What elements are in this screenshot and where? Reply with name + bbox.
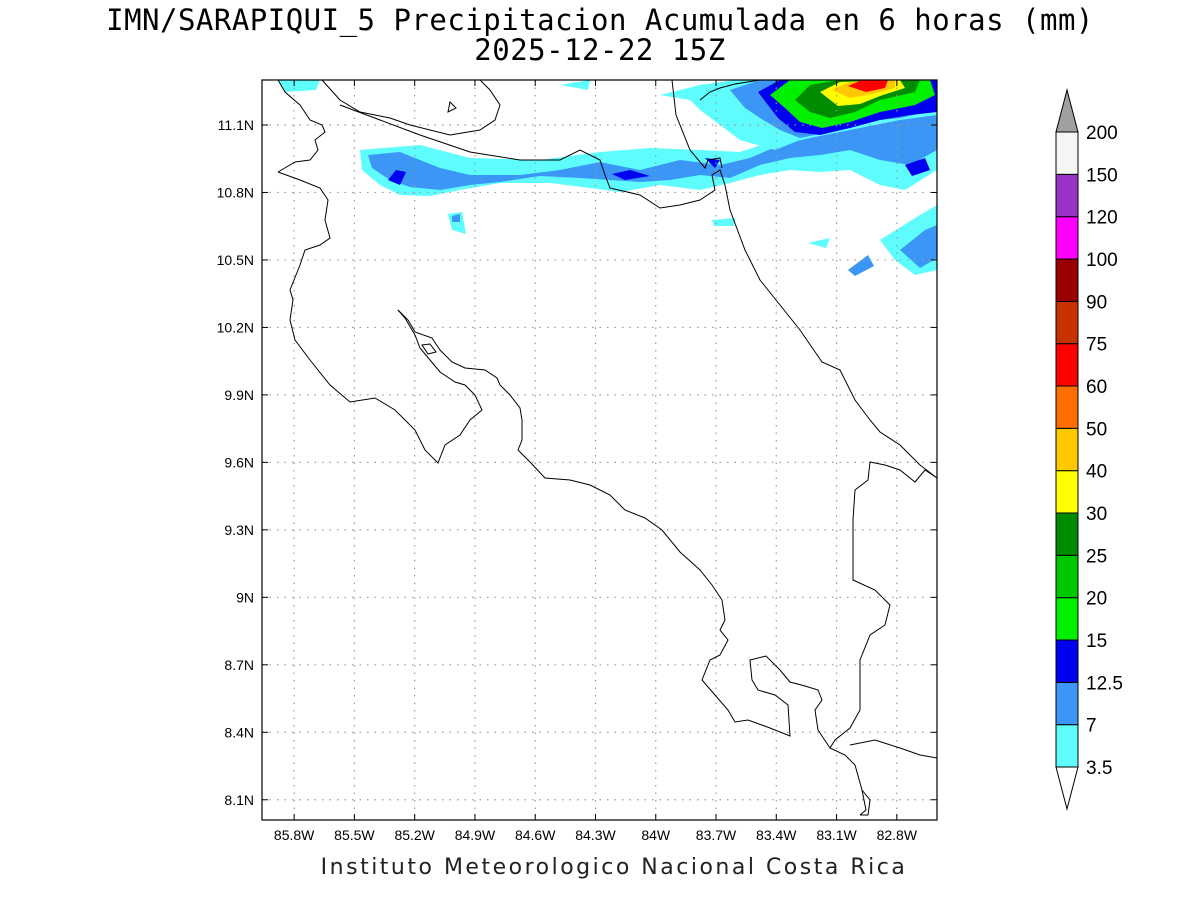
colorbar-label: 200 xyxy=(1086,123,1118,144)
colorbar-label: 40 xyxy=(1086,462,1107,483)
border-nicaragua xyxy=(339,104,938,479)
colorbar-segment xyxy=(1055,300,1079,345)
colorbar-segment xyxy=(1055,216,1079,260)
colorbar-segment xyxy=(1055,681,1079,726)
lat-label: 10.2N xyxy=(217,319,254,335)
colorbar-segment xyxy=(1055,639,1079,683)
precip-blue-cell xyxy=(388,170,406,185)
colorbar-max-arrow xyxy=(1055,88,1079,133)
colorbar-label: 12.5 xyxy=(1086,673,1123,694)
lon-label: 85.5W xyxy=(334,827,375,843)
lon-label: 84W xyxy=(641,827,671,843)
coastline-osa-tip xyxy=(860,789,871,816)
colorbar-label: 120 xyxy=(1086,208,1118,229)
footer-credit: Instituto Meteorologico Nacional Costa R… xyxy=(320,855,908,880)
precip-cyan-band xyxy=(360,106,937,196)
lon-label: 84.9W xyxy=(455,827,496,843)
precip-lightblue-band xyxy=(368,115,937,190)
lon-label: 82.8W xyxy=(877,827,918,843)
coastline-nicoya xyxy=(277,171,483,464)
lat-label: 8.7N xyxy=(224,657,254,673)
precip-small-spot xyxy=(560,80,590,90)
colorbar-label: 3.5 xyxy=(1086,758,1112,779)
map-grid xyxy=(262,80,937,820)
longitude-labels: 85.8W 85.5W 85.2W 84.9W 84.6W 84.3W 84W 83.7W 83… xyxy=(274,827,918,843)
colorbar-label: 60 xyxy=(1086,377,1107,398)
precip-east-edge-blue xyxy=(900,225,937,268)
precip-blue-cell xyxy=(612,170,650,180)
lat-label: 8.4N xyxy=(224,724,254,740)
lat-label: 9N xyxy=(236,589,254,605)
colorbar-label: 15 xyxy=(1086,631,1107,652)
colorbar-segment xyxy=(1055,427,1079,472)
coastline-lake-nicaragua xyxy=(321,79,501,136)
precip-blue-cell xyxy=(705,158,720,168)
border-coast-north xyxy=(699,79,761,101)
precip-small-spot xyxy=(712,218,735,226)
lon-label: 84.6W xyxy=(515,827,556,843)
lon-label: 83.4W xyxy=(756,827,797,843)
colorbar-segment xyxy=(1055,512,1079,556)
colorbar-label: 30 xyxy=(1086,504,1107,525)
precip-east-spot xyxy=(848,255,874,276)
chart-datetime: 2025-12-22 15Z xyxy=(474,33,726,67)
precip-northeast-red xyxy=(848,80,888,92)
lat-label: 9.6N xyxy=(224,454,254,470)
colorbar-label: 50 xyxy=(1086,419,1107,440)
latitude-labels: 11.1N 10.8N 10.5N 10.2N 9.9N 9.6N 9.3N 9N 8.7N 8.… xyxy=(217,117,254,808)
colorbar-segment xyxy=(1055,343,1079,387)
lat-label: 11.1N xyxy=(218,117,254,133)
map-frame xyxy=(261,79,938,821)
colorbar-min-arrow xyxy=(1055,766,1079,811)
colorbar-label: 100 xyxy=(1086,250,1118,271)
colorbar-label: 90 xyxy=(1086,292,1107,313)
lat-label: 9.9N xyxy=(224,387,254,403)
lat-label: 8.1N xyxy=(224,792,254,808)
precip-small-spot xyxy=(278,80,320,92)
precip-east-spot xyxy=(808,238,830,248)
chart-title: IMN/SARAPIQUI_5 Precipitacion Acumulada … xyxy=(106,3,1094,37)
border-east xyxy=(671,79,723,169)
lon-label: 85.2W xyxy=(394,827,435,843)
coastlines xyxy=(277,79,938,816)
colorbar-segment xyxy=(1055,385,1079,429)
colorbar: 3.5 7 12.5 15 20 25 30 40 50 60 75 90 100 120 150 200 xyxy=(1055,88,1123,811)
colorbar-label: 150 xyxy=(1086,165,1118,186)
colorbar-segment xyxy=(1055,597,1079,641)
colorbar-label: 75 xyxy=(1086,335,1107,356)
lon-label: 83.1W xyxy=(816,827,857,843)
colorbar-label: 20 xyxy=(1086,589,1107,610)
island xyxy=(421,343,437,355)
colorbar-segment xyxy=(1055,554,1079,599)
precip-small-spot xyxy=(452,214,460,222)
colorbar-segment xyxy=(1055,131,1079,175)
lon-label: 84.3W xyxy=(575,827,616,843)
coastline-gulf xyxy=(397,309,867,816)
colorbar-segment xyxy=(1055,470,1079,514)
coastline-panama-south xyxy=(849,739,938,759)
lon-label: 85.8W xyxy=(274,827,315,843)
lat-label: 10.5N xyxy=(217,252,254,268)
lat-label: 10.8N xyxy=(217,184,254,200)
border-panama xyxy=(829,461,938,749)
colorbar-segment xyxy=(1055,258,1079,302)
precipitation-field xyxy=(278,80,937,276)
lat-label: 9.3N xyxy=(224,522,254,538)
colorbar-segment xyxy=(1055,724,1079,768)
coastline-pacific xyxy=(277,79,326,173)
lon-label: 83.7W xyxy=(696,827,737,843)
precip-blue-cell xyxy=(905,158,930,176)
colorbar-label: 7 xyxy=(1086,716,1097,737)
island xyxy=(447,100,457,113)
colorbar-segment xyxy=(1055,173,1079,218)
colorbar-label: 25 xyxy=(1086,546,1107,567)
